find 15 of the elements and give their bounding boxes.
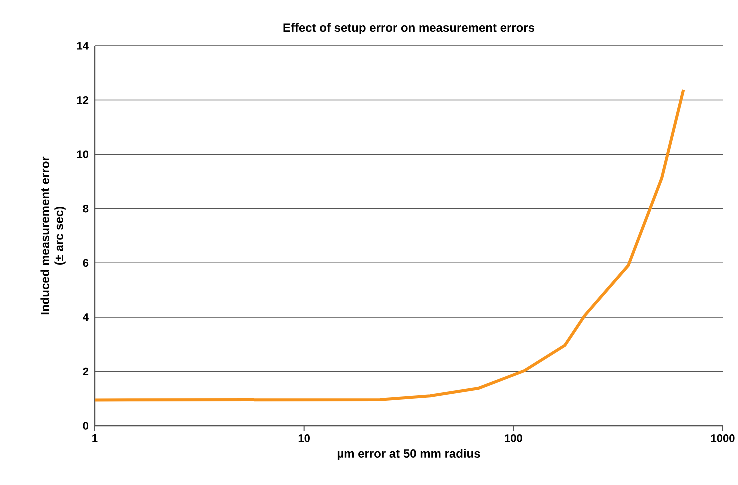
x-tick-label: 10	[298, 434, 310, 442]
y-tick-label: 0	[83, 422, 89, 430]
y-axis-title: Induced measurement error (± arc sec)	[40, 156, 66, 315]
x-tick-label: 1000	[711, 434, 735, 442]
chart-title: Effect of setup error on measurement errors	[284, 23, 535, 34]
y-tick-label: 2	[83, 368, 89, 376]
y-tick-label: 4	[83, 314, 89, 322]
x-tick-label: 100	[505, 434, 522, 442]
y-tick-label: 12	[77, 96, 89, 104]
y-tick-label: 14	[77, 42, 89, 50]
y-tick-label: 6	[83, 259, 89, 268]
x-tick-label: 1	[92, 434, 98, 442]
y-tick-label: 10	[77, 150, 89, 158]
x-axis-title: µm error at 50 mm radius	[338, 449, 480, 460]
y-tick-label: 8	[83, 204, 89, 213]
